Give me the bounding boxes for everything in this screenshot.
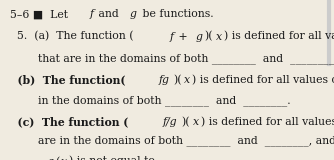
Text: x: x: [61, 157, 67, 160]
Text: ) is defined for all values of: ) is defined for all values of: [201, 117, 334, 127]
Text: fg: fg: [159, 75, 170, 85]
Text: f/g: f/g: [163, 117, 177, 127]
Text: f: f: [90, 9, 94, 19]
Text: +: +: [175, 32, 191, 42]
Text: (b)  The function(: (b) The function(: [10, 74, 126, 85]
Text: that are in the domains of both ________  and  ________.: that are in the domains of both ________…: [10, 53, 334, 64]
Text: x: x: [193, 117, 199, 127]
Text: are in the domains of both ________  and  ________, and: are in the domains of both ________ and …: [10, 136, 334, 146]
Text: ) is not equal to  ________.: ) is not equal to ________.: [69, 156, 209, 160]
Text: )(: )(: [204, 31, 213, 42]
Text: be functions.: be functions.: [139, 9, 213, 19]
Text: and: and: [95, 9, 122, 19]
Text: g: g: [195, 32, 202, 42]
Text: g: g: [46, 157, 53, 160]
Text: 5.  (a)  The function (: 5. (a) The function (: [10, 31, 134, 42]
Text: 5–6 ■  Let: 5–6 ■ Let: [10, 9, 71, 19]
Text: )(: )(: [173, 75, 182, 85]
Text: x: x: [184, 75, 190, 85]
Text: )(: )(: [182, 117, 190, 127]
Text: x: x: [216, 32, 222, 42]
Text: in the domains of both ________  and  ________.: in the domains of both ________ and ____…: [10, 96, 291, 106]
Text: f: f: [170, 32, 174, 42]
Text: ) is defined for all values of: ) is defined for all values of: [223, 31, 334, 42]
Text: (c)  The function (: (c) The function (: [10, 116, 128, 127]
Text: ) is defined for all values of: ) is defined for all values of: [192, 75, 334, 85]
Text: (: (: [55, 157, 59, 160]
Text: g: g: [130, 9, 137, 19]
